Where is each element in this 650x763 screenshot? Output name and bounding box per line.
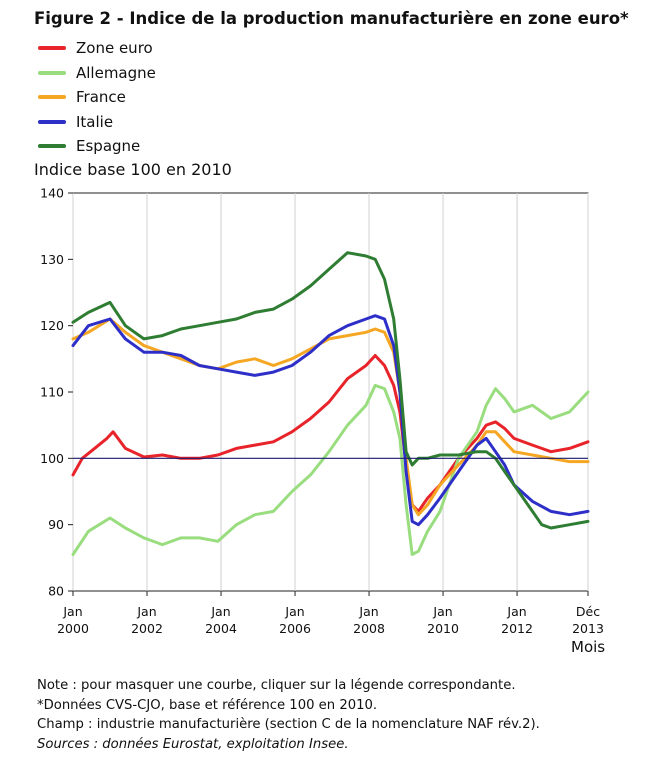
x-tick-label-year: 2004: [205, 621, 237, 636]
plot-frame: [72, 192, 589, 592]
y-tick-label: 120: [40, 318, 64, 333]
sources-line: Sources : données Eurostat, exploitation…: [37, 736, 349, 752]
x-tick-label-month: Jan: [210, 604, 230, 619]
y-tick-label: 130: [40, 252, 64, 267]
series-line: [71, 354, 590, 513]
legend-item[interactable]: Allemagne: [38, 61, 156, 86]
legend-label: Zone euro: [76, 39, 153, 58]
x-tick-label-month: Jan: [62, 604, 82, 619]
line-chart: Jan 2000 Jan 2002 Jan 2004 Jan 2006 Jan 2008 Jan 20…: [40, 186, 604, 637]
y-tick-label: 80: [48, 584, 64, 599]
y-axis-label: Indice base 100 en 2010: [34, 160, 232, 179]
x-tick-label-month: Jan: [284, 604, 304, 619]
y-tick-label: 110: [40, 385, 64, 400]
notes: Note : pour masquer une courbe, cliquer …: [37, 676, 540, 754]
note-line: *Données CVS-CJO, base et référence 100 …: [37, 697, 378, 713]
chart-title: Figure 2 - Indice de la production manuf…: [34, 9, 629, 28]
legend-swatch: [38, 95, 66, 100]
series-line: [71, 251, 590, 530]
x-tick-label-month: Jan: [432, 604, 452, 619]
series-line: [71, 317, 590, 517]
legend-item[interactable]: France: [38, 85, 156, 110]
legend-label: Italie: [76, 112, 114, 131]
x-tick-label-year: 2006: [279, 621, 311, 636]
legend-swatch: [38, 144, 66, 149]
x-tick-label-year: 2002: [131, 621, 163, 636]
note-line: Champ : industrie manufacturière (sectio…: [37, 717, 540, 732]
x-tick-label-month: Jan: [358, 604, 378, 619]
legend-swatch: [38, 46, 66, 51]
y-tick-label: 90: [48, 517, 64, 532]
x-tick-label-year: 2008: [353, 621, 385, 636]
legend-label: Allemagne: [76, 63, 156, 82]
x-tick-label-year: 2010: [427, 621, 459, 636]
x-tick-label-month: Jan: [506, 604, 526, 619]
legend: Zone euro Allemagne France Italie Espagne: [38, 36, 156, 159]
y-tick-label: 100: [40, 451, 64, 466]
y-tick-label: 140: [40, 186, 64, 201]
x-axis-unit-label: Mois: [571, 638, 606, 656]
legend-swatch: [38, 119, 66, 124]
x-tick-label-year: 2000: [57, 621, 89, 636]
series-line: [71, 383, 590, 556]
legend-label: Espagne: [76, 137, 141, 156]
legend-label: France: [76, 88, 126, 107]
x-tick-label-month: Déc: [576, 604, 600, 619]
legend-swatch: [38, 70, 66, 75]
legend-item[interactable]: Zone euro: [38, 36, 156, 61]
note-line: Note : pour masquer une courbe, cliquer …: [37, 678, 516, 693]
legend-item[interactable]: Italie: [38, 110, 156, 135]
x-tick-label-year: 2012: [501, 621, 533, 636]
x-tick-label-month: Jan: [136, 604, 156, 619]
legend-item[interactable]: Espagne: [38, 134, 156, 159]
x-tick-label-year: 2013: [572, 621, 604, 636]
series-line: [71, 314, 590, 527]
